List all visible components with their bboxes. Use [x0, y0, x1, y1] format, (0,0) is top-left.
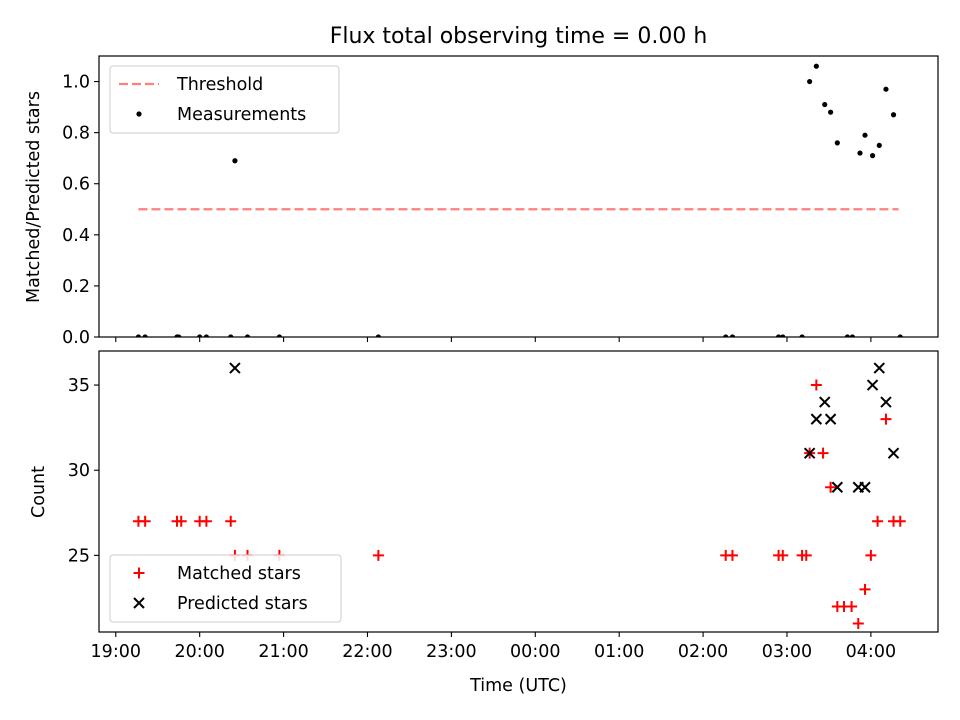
bottom-series-0-point — [372, 549, 384, 561]
x-axis-label: Time (UTC) — [469, 676, 567, 696]
x-tick-label: 22:00 — [342, 642, 392, 662]
bottom-series-0-point — [139, 515, 151, 527]
bottom-series-0-point — [200, 515, 212, 527]
bottom-series-0-point — [175, 515, 187, 527]
top-series-1-point — [276, 334, 282, 337]
bottom-series-1-point — [810, 413, 823, 425]
top-series-1-point — [775, 334, 782, 337]
top-series-1-point — [135, 334, 142, 337]
top-legend-label-1: Measurements — [177, 105, 306, 125]
top-series-1-point — [862, 132, 868, 138]
top-series-1-point — [723, 334, 729, 337]
top-y-tick-label: 0.8 — [62, 124, 90, 144]
bottom-legend-handle-1 — [133, 597, 145, 609]
bottom-series-0-point — [852, 617, 864, 629]
top-series-1-point — [828, 109, 834, 115]
top-series-1-point — [813, 63, 819, 69]
x-tick-label: 02:00 — [678, 642, 728, 662]
top-y-tick-label: 0.4 — [62, 226, 90, 246]
bottom-plot-area: 25 30 35 19:00 20:00 21:00 22:00 23:00 00:00 01:0… — [68, 350, 939, 662]
top-series-1-point — [244, 334, 251, 337]
top-series-1-point — [890, 112, 897, 118]
top-series-1-point — [897, 334, 903, 337]
bottom-legend-label-1: Predicted stars — [177, 594, 308, 614]
top-series-1-point — [834, 140, 840, 146]
bottom-series-0-point — [810, 379, 822, 391]
top-plot-area: 0.0 0.2 0.4 0.6 0.8 1.0 Threshold Measurements — [62, 55, 939, 348]
bottom-legend: Matched stars Predicted stars — [109, 554, 342, 623]
bottom-series-0-point — [800, 549, 812, 561]
top-series-1-point — [799, 334, 805, 337]
bottom-series-0-point — [872, 515, 884, 527]
bottom-series-0-point — [894, 515, 906, 527]
x-tick-label: 21:00 — [258, 642, 308, 662]
bottom-series-0-point — [825, 481, 837, 493]
x-tick-label: 20:00 — [174, 642, 224, 662]
top-series-1-point — [822, 101, 828, 108]
bottom-series-0-point — [865, 549, 877, 561]
top-series-1-point — [857, 150, 863, 156]
x-tick-label: 01:00 — [594, 642, 644, 662]
x-tick-label: 19:00 — [91, 642, 141, 662]
bottom-series-1-point — [831, 481, 844, 493]
top-series-1-point — [176, 334, 182, 337]
x-tick-label: 04:00 — [846, 642, 896, 662]
bottom-legend-box — [109, 554, 342, 623]
bottom-series-1-point — [880, 396, 892, 408]
bottom-y-tick-label: 30 — [68, 461, 90, 481]
bottom-series-0-point — [817, 447, 829, 459]
top-legend-box — [109, 65, 340, 134]
bottom-series-0-point — [846, 600, 858, 612]
top-series-1-point — [883, 86, 889, 92]
bottom-series-1-point — [824, 413, 837, 425]
top-axes-frame — [98, 55, 939, 338]
top-y-tick-label: 0.2 — [62, 277, 90, 297]
top-series-1-point — [142, 334, 148, 337]
top-series-1-point — [876, 142, 882, 149]
bottom-y-tick-label: 25 — [68, 546, 90, 566]
bottom-series-0-point — [225, 515, 237, 527]
bottom-series-0-point — [777, 549, 789, 561]
top-series-1-point — [849, 334, 856, 337]
bottom-series-1-point — [819, 396, 831, 408]
top-legend-label-0: Threshold — [176, 75, 263, 95]
bottom-data-layer — [132, 362, 906, 629]
bottom-legend-label-0: Matched stars — [177, 564, 301, 584]
top-series-1-point — [375, 334, 381, 337]
x-tick-label: 00:00 — [510, 642, 560, 662]
top-y-tick-label: 0.0 — [62, 328, 90, 348]
top-series-1-point — [869, 153, 876, 159]
bottom-legend-handle-0 — [133, 567, 145, 579]
bottom-series-0-point — [859, 583, 871, 595]
top-legend-handle-1 — [136, 111, 142, 117]
bottom-axes-frame — [98, 350, 939, 633]
bottom-y-tick-label: 35 — [68, 376, 90, 396]
bottom-series-1-point — [873, 362, 885, 374]
top-series-1-point — [197, 334, 203, 337]
top-series-1-point — [232, 158, 238, 164]
top-y-tick-label: 1.0 — [62, 73, 90, 93]
x-tick-label: 23:00 — [426, 642, 476, 662]
top-series-1-point — [807, 78, 813, 85]
bottom-series-1-point — [803, 447, 816, 459]
top-legend: Threshold Measurements — [109, 65, 340, 134]
bottom-series-1-point — [229, 362, 241, 374]
bottom-series-0-point — [880, 413, 892, 425]
bottom-series-0-point — [726, 549, 738, 561]
top-series-1-point — [228, 334, 234, 337]
bottom-series-1-point — [859, 481, 871, 493]
bottom-series-1-point — [887, 447, 900, 459]
bottom-y-axis-label: Count — [29, 466, 49, 518]
bottom-series-1-point — [866, 379, 879, 391]
top-series-1-point — [780, 334, 786, 337]
top-chart-title: Flux total observing time = 0.00 h — [330, 24, 708, 49]
top-y-tick-label: 0.6 — [62, 175, 90, 195]
top-series-1-point — [844, 334, 850, 337]
top-y-axis-label: Matched/Predicted stars — [24, 91, 44, 303]
top-series-1-point — [203, 334, 209, 337]
top-data-layer — [135, 63, 903, 337]
x-tick-label: 03:00 — [762, 642, 812, 662]
top-series-1-point — [729, 334, 736, 337]
